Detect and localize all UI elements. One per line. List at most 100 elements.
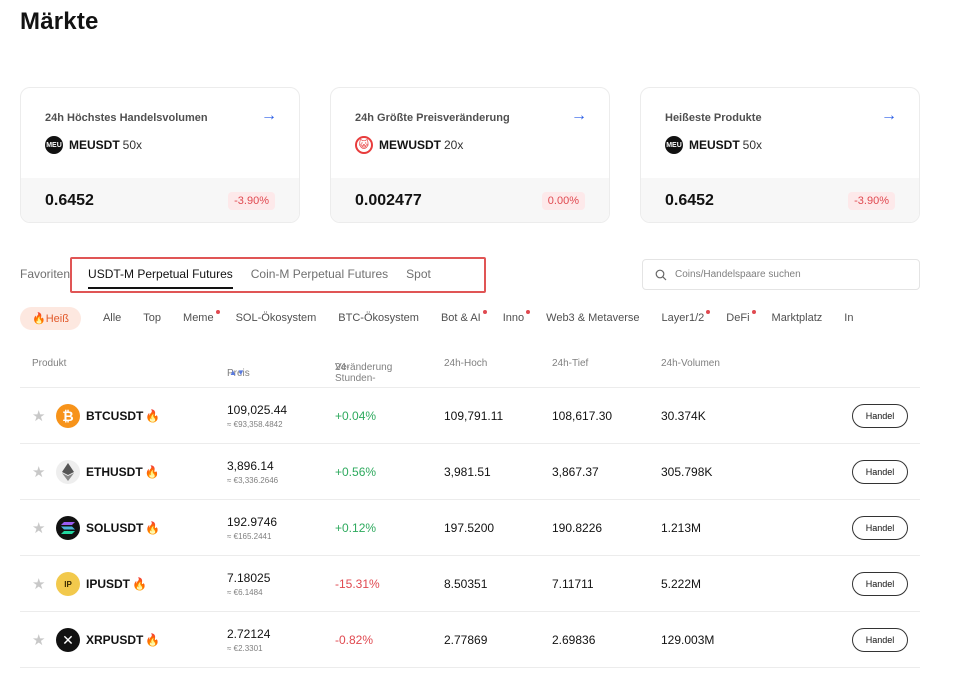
star-icon[interactable]: ★ (32, 464, 46, 481)
card-leverage: 50x (122, 138, 143, 152)
market-tabs: Favoriten USDT-M Perpetual Futures Coin-… (20, 256, 449, 292)
card-highest-volume[interactable]: 24h Höchstes Handelsvolumen → MEU MEUSDT… (20, 87, 300, 223)
table-row[interactable]: ★ ₿ BTCUSDT 🔥 109,025.44 ≈ €93,358.4842 +… (20, 388, 920, 444)
row-high: 3,981.51 (444, 465, 491, 479)
filter-more[interactable]: In (844, 312, 854, 324)
card-change-badge: 0.00% (541, 192, 585, 210)
tab-spot[interactable]: Spot (406, 267, 431, 281)
fire-icon: 🔥 (32, 312, 46, 325)
search-box[interactable] (642, 259, 920, 290)
row-price: 2.72124 (227, 627, 271, 641)
row-change: +0.04% (335, 409, 377, 423)
card-title: 24h Größte Preisveränderung (355, 112, 510, 124)
row-low: 108,617.30 (552, 409, 613, 423)
fire-icon: 🔥 (132, 577, 147, 591)
row-price: 109,025.44 (227, 403, 288, 417)
row-low: 7.11711 (552, 577, 594, 591)
ethereum-icon (56, 460, 80, 484)
card-hottest-products[interactable]: Heißeste Produkte → MEU MEUSDT 50x 0.645… (640, 87, 920, 223)
filter-sol-ecosystem[interactable]: SOL-Ökosystem (235, 312, 317, 324)
table-row[interactable]: ★ ✕ XRPUSDT 🔥 2.72124 ≈ €2.3301 -0.82% 2.… (20, 612, 920, 668)
xrp-icon: ✕ (56, 628, 80, 652)
page-title: Märkte (20, 8, 99, 35)
fire-icon: 🔥 (144, 465, 160, 479)
new-dot (751, 310, 756, 314)
row-price-eur: ≈ €3,336.2646 (227, 476, 279, 485)
arrow-right-icon[interactable]: → (571, 107, 587, 124)
card-leverage: 20x (444, 138, 464, 152)
table-row[interactable]: ★ IP IPUSDT 🔥 7.18025 ≈ €6.1484 -15.31% 8… (20, 556, 920, 612)
row-price: 192.9746 (227, 515, 278, 529)
star-icon[interactable]: ★ (32, 520, 46, 537)
header-volume: 24h-Volumen (661, 358, 720, 369)
filter-bot-ai[interactable]: Bot & AI (441, 310, 487, 324)
new-dot (706, 310, 711, 314)
fire-icon: 🔥 (145, 521, 161, 535)
trade-button[interactable]: Handel (852, 460, 908, 484)
row-symbol: ETHUSDT 🔥 (86, 465, 160, 479)
arrow-right-icon[interactable]: → (881, 107, 897, 124)
card-change-badge: -3.90% (848, 192, 895, 210)
table-header: Produkt Preis ▲▼ 24-Stunden- Veränderung 2… (20, 348, 920, 388)
row-high: 2.77869 (444, 633, 488, 647)
row-change: +0.12% (335, 521, 377, 535)
row-volume: 30.374K (661, 409, 706, 423)
card-change-badge: -3.90% (228, 192, 275, 210)
card-title: Heißeste Produkte (665, 112, 762, 124)
category-filters: 🔥Heiß Alle Top Meme SOL-Ökosystem BTC-Ök… (20, 306, 920, 330)
new-dot (482, 310, 487, 314)
row-price-eur: ≈ €2.3301 (227, 644, 263, 653)
table-row[interactable]: ★ SOLUSDT 🔥 192.9746 ≈ €165.2441 +0.12% 1… (20, 500, 920, 556)
row-price-eur: ≈ €165.2441 (227, 532, 272, 541)
new-dot (215, 310, 220, 314)
table-row[interactable]: ★ ETHUSDT 🔥 3,896.14 ≈ €3,336.2646 +0.56%… (20, 444, 920, 500)
card-price: 0.002477 (355, 192, 422, 209)
card-symbol: MEUSDT (69, 138, 120, 152)
card-symbol: MEUSDT (689, 138, 740, 152)
filter-marketplace[interactable]: Marktplatz (771, 312, 823, 324)
row-high: 109,791.11 (444, 409, 504, 423)
card-biggest-change[interactable]: 24h Größte Preisveränderung → 😺 MEWUSDT … (330, 87, 610, 223)
search-input[interactable] (675, 269, 895, 280)
solana-icon (56, 516, 80, 540)
filter-hot[interactable]: 🔥Heiß (20, 306, 81, 330)
filter-all[interactable]: Alle (102, 312, 122, 324)
row-low: 2.69836 (552, 633, 596, 647)
row-change: +0.56% (335, 465, 377, 479)
trade-button[interactable]: Handel (852, 628, 908, 652)
new-dot (526, 310, 531, 314)
row-volume: 1.213M (661, 521, 702, 535)
tab-usdt-m-perpetual[interactable]: USDT-M Perpetual Futures (88, 261, 233, 289)
filter-web3-metaverse[interactable]: Web3 & Metaverse (546, 312, 640, 324)
sort-icon: ▲▼ (229, 368, 245, 377)
tab-favorites[interactable]: Favoriten (20, 267, 71, 281)
card-price: 0.6452 (665, 192, 714, 209)
star-icon[interactable]: ★ (32, 632, 46, 649)
trade-button[interactable]: Handel (852, 516, 908, 540)
ip-icon: IP (56, 572, 80, 596)
row-high: 8.50351 (444, 577, 488, 591)
tab-coin-m-perpetual[interactable]: Coin-M Perpetual Futures (250, 267, 389, 281)
row-symbol: SOLUSDT 🔥 (86, 521, 161, 535)
arrow-right-icon[interactable]: → (261, 107, 277, 124)
meu-coin-icon: MEU (45, 136, 63, 154)
card-title: 24h Höchstes Handelsvolumen (45, 112, 208, 124)
filter-defi[interactable]: DeFi (726, 310, 756, 324)
fire-icon: 🔥 (145, 409, 161, 423)
row-volume: 305.798K (661, 465, 713, 479)
filter-layer12[interactable]: Layer1/2 (661, 310, 711, 324)
card-symbol: MEWUSDT (379, 138, 441, 152)
star-icon[interactable]: ★ (32, 408, 46, 425)
row-price: 3,896.14 (227, 459, 274, 473)
trade-button[interactable]: Handel (852, 404, 908, 428)
filter-meme[interactable]: Meme (183, 310, 220, 324)
row-change: -0.82% (335, 633, 374, 647)
filter-top[interactable]: Top (143, 312, 162, 324)
star-icon[interactable]: ★ (32, 576, 46, 593)
card-leverage: 50x (742, 138, 763, 152)
row-volume: 5.222M (661, 577, 702, 591)
trade-button[interactable]: Handel (852, 572, 908, 596)
filter-btc-ecosystem[interactable]: BTC-Ökosystem (338, 312, 419, 324)
header-low: 24h-Tief (552, 358, 589, 369)
filter-inno[interactable]: Inno (503, 310, 531, 324)
